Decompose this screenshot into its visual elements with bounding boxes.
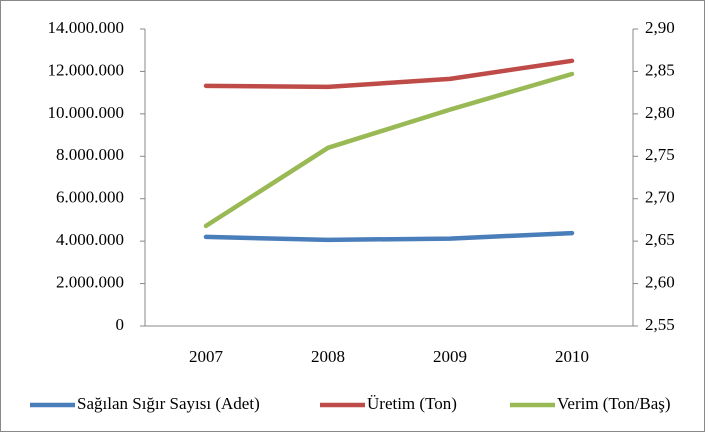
legend-label: Verim (Ton/Baş) xyxy=(557,394,671,413)
y2-tick-label: 2,70 xyxy=(645,188,675,207)
series-line xyxy=(203,230,575,243)
y-tick-label: 14.000.000 xyxy=(48,18,125,37)
x-tick-label: 2010 xyxy=(555,347,589,366)
x-tick-label: 2008 xyxy=(311,347,345,366)
y-tick-label: 2.000.000 xyxy=(56,272,124,291)
y2-tick-label: 2,80 xyxy=(645,103,675,122)
y2-tick-label: 2,85 xyxy=(645,60,675,79)
x-tick-label: 2007 xyxy=(189,347,224,366)
y-tick-label: 6.000.000 xyxy=(56,188,124,207)
y2-tick-label: 2,60 xyxy=(645,272,675,291)
x-tick-label: 2009 xyxy=(433,347,467,366)
y-tick-label: 10.000.000 xyxy=(48,103,125,122)
legend-label: Sağılan Sığır Sayısı (Adet) xyxy=(77,394,260,413)
y-tick-label: 4.000.000 xyxy=(56,230,124,249)
y-tick-label: 0 xyxy=(116,315,125,334)
y2-tick-label: 2,75 xyxy=(645,145,675,164)
legend-label: Üretim (Ton) xyxy=(367,394,457,413)
y-tick-label: 12.000.000 xyxy=(48,60,125,79)
series-line xyxy=(203,58,575,90)
y2-tick-label: 2,55 xyxy=(645,315,675,334)
y2-tick-label: 2,65 xyxy=(645,230,675,249)
y-tick-label: 8.000.000 xyxy=(56,145,124,164)
y2-tick-label: 2,90 xyxy=(645,18,675,37)
series-line xyxy=(203,71,575,229)
